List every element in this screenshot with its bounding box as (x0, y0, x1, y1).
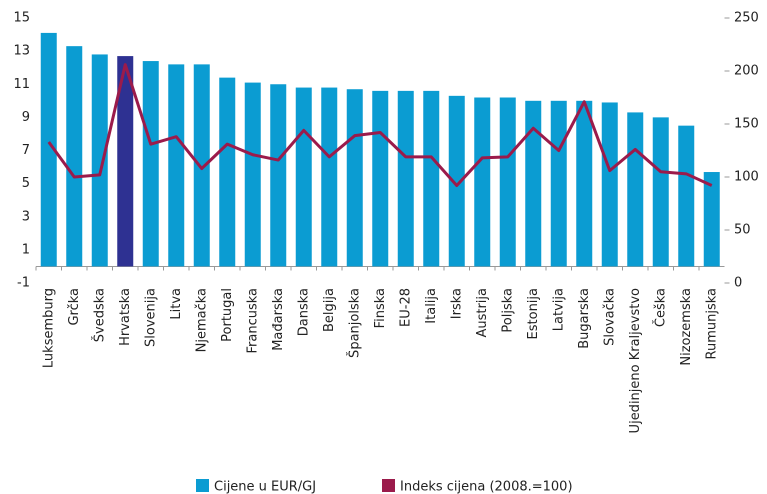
bar (550, 100, 567, 267)
bar (703, 172, 720, 267)
bar (219, 77, 236, 267)
x-tick-label: Slovenija (143, 288, 158, 347)
x-tick-label: Grčka (67, 288, 82, 326)
y2-tick-label: 200 (734, 64, 759, 79)
bar (193, 64, 210, 267)
bar (601, 102, 618, 267)
x-tick-label: EU-28 (398, 288, 413, 327)
y2-tick-label: 150 (734, 117, 759, 132)
x-tick-label: Portugal (220, 288, 235, 342)
bar (678, 125, 695, 267)
x-tick-label: Luksemburg (41, 288, 56, 368)
x-tick-label: Bugarska (577, 288, 592, 349)
x-tick-label: Litva (169, 288, 184, 320)
bar (117, 56, 134, 267)
x-tick-label: Hrvatska (118, 288, 133, 346)
bar (499, 97, 516, 267)
y2-tick-label: 100 (734, 170, 759, 185)
y-tick-label: 15 (13, 11, 30, 26)
bar (91, 54, 108, 267)
bar (474, 97, 491, 267)
y-tick-label: 11 (13, 77, 30, 92)
x-tick-label: Rumunjska (704, 288, 719, 359)
x-tick-label: Njemačka (194, 288, 209, 352)
bar (270, 84, 287, 267)
y-tick-label: 13 (13, 44, 30, 59)
x-tick-label: Španjolska (346, 288, 362, 358)
y2-tick-label: 50 (734, 223, 751, 238)
bar (652, 117, 669, 267)
bar (448, 95, 465, 267)
x-tick-label: Austrija (475, 288, 490, 338)
y-tick-label: -1 (17, 276, 30, 291)
bar (40, 32, 57, 267)
x-tick-label: Estonija (526, 288, 541, 339)
line-series (47, 63, 713, 187)
bar (295, 87, 312, 267)
legend-label: Cijene u EUR/GJ (214, 480, 316, 494)
y-tick-label: 7 (22, 143, 30, 158)
legend-swatch (196, 479, 209, 492)
bar (142, 61, 159, 267)
bar (627, 112, 644, 267)
x-tick-label: Irska (449, 288, 464, 319)
x-tick-label: Latvija (551, 288, 566, 331)
x-tick-label: Belgija (322, 288, 337, 332)
bar (525, 100, 542, 267)
x-tick-label: Slovačka (602, 288, 617, 346)
legend-label: Indeks cijena (2008.=100) (400, 480, 573, 494)
x-tick-label: Ujedinjeno Kraljevstvo (628, 288, 643, 433)
bar (66, 46, 83, 267)
x-tick-label: Danska (296, 288, 311, 336)
y-tick-label: 3 (22, 209, 30, 224)
y-tick-label: 1 (22, 242, 30, 257)
x-tick-label: Mađarska (271, 288, 286, 351)
x-tick-label: Italija (424, 288, 439, 324)
bar (423, 90, 440, 267)
y2-tick-label: 0 (734, 276, 742, 291)
y2-tick-label: 250 (734, 11, 759, 26)
x-tick-label: Češka (652, 288, 668, 327)
bar (372, 90, 389, 267)
legend-swatch (382, 479, 395, 492)
bar (346, 89, 363, 267)
bar (576, 100, 593, 267)
bar (244, 82, 261, 267)
x-tick-label: Nizozemska (679, 288, 694, 366)
x-tick-label: Švedska (91, 288, 107, 342)
y-tick-label: 5 (22, 176, 30, 191)
x-tick-label: Francuska (245, 288, 260, 354)
x-tick-label: Poljska (500, 288, 515, 333)
y-tick-label: 9 (22, 110, 30, 125)
bar (321, 87, 338, 267)
bar (168, 64, 185, 267)
x-tick-label: Finska (373, 288, 388, 328)
bar (397, 90, 414, 267)
